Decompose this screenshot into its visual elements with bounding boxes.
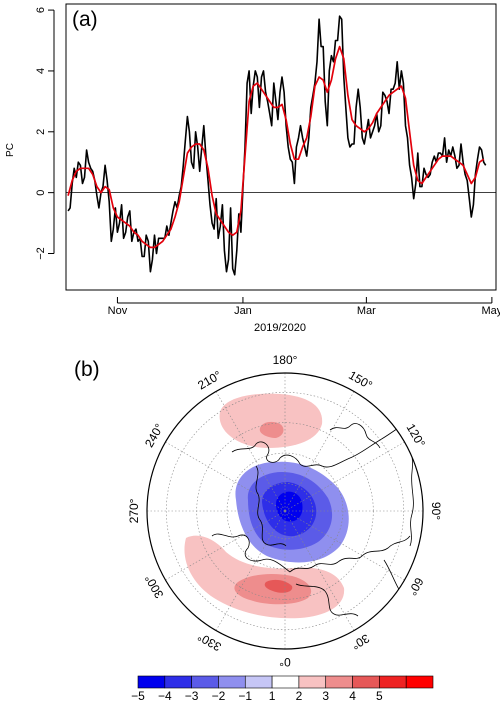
y-axis-title: PC (5, 143, 16, 157)
polar-map-panel: (b) (74, 353, 443, 669)
longitude-label: 330° (195, 629, 224, 654)
colorbar-swatch (164, 675, 192, 689)
latitude-circle (257, 483, 313, 539)
colorbar-swatch (405, 675, 434, 689)
x-tick-label: Nov (108, 305, 128, 317)
colorbar-tick-label: −5 (131, 689, 145, 703)
plot-frame (65, 3, 497, 291)
longitude-label: 60° (405, 575, 426, 598)
x-tick-label: Mar (357, 305, 376, 317)
colorbar-swatch (218, 675, 246, 689)
colorbar-swatch (325, 675, 353, 689)
longitude-label: 180° (273, 353, 298, 367)
y-tick-label: 0 (35, 190, 47, 196)
colorbar-swatch (379, 675, 407, 689)
latitude-circle (166, 392, 404, 630)
series-line-smoothed (67, 45, 485, 249)
colorbar-tick-label: −2 (212, 689, 226, 703)
colorbar: −5 −4 −3 −2 −1 1 2 3 4 5 (131, 675, 434, 703)
longitude-label: 30° (349, 631, 372, 652)
x-axis-title: 2019/2020 (254, 322, 306, 334)
colorbar-swatch (271, 675, 300, 689)
colorbar-tick-label: 4 (349, 689, 356, 703)
longitude-label: 120° (404, 421, 429, 450)
colorbar-tick-label: 2 (296, 689, 303, 703)
series-layer (67, 15, 487, 276)
colorbar-tick-label: 3 (322, 689, 329, 703)
x-axis: Nov Jan Mar May (108, 297, 500, 317)
map-boundary (146, 372, 424, 650)
longitude-label: 240° (142, 421, 167, 450)
y-tick-label: −2 (35, 247, 47, 260)
longitude-label: 300° (142, 572, 167, 601)
y-tick-label: 4 (35, 68, 47, 74)
positive-anomaly-atlantic-core (264, 579, 293, 593)
colorbar-swatch (244, 675, 273, 689)
positive-anomaly-pacific-core (259, 421, 284, 438)
series-line-daily (67, 15, 487, 276)
colorbar-swatch (352, 675, 380, 689)
y-axis: −2 0 2 4 6 (35, 7, 55, 260)
negative-anomaly-core (276, 491, 303, 522)
longitude-label: 270° (127, 498, 141, 523)
panel-a-label: (a) (72, 8, 98, 31)
colorbar-swatch (137, 675, 166, 689)
longitude-label: 150° (346, 368, 375, 393)
timeseries-panel: −2 0 2 4 6 Nov Jan Mar May (a) PC 2019/2020 (5, 3, 500, 334)
graticule (147, 373, 423, 649)
positive-anomaly-pacific (219, 393, 323, 448)
colorbar-tick-label: 1 (269, 689, 276, 703)
x-tick-label: May (481, 305, 500, 317)
colorbar-swatch (298, 675, 327, 689)
colorbar-tick-label: −3 (185, 689, 199, 703)
x-tick-label: Jan (234, 305, 252, 317)
longitude-label: 210° (195, 368, 224, 393)
map-area (147, 373, 423, 649)
longitude-label: 0° (279, 655, 291, 669)
colorbar-swatch (191, 675, 219, 689)
longitude-label: 90° (429, 502, 443, 520)
panel-b-label: (b) (74, 358, 100, 381)
colorbar-tick-label: −4 (158, 689, 172, 703)
colorbar-tick-label: −1 (238, 689, 252, 703)
y-tick-label: 6 (35, 7, 47, 13)
y-tick-label: 2 (35, 129, 47, 135)
latitude-circle (226, 452, 344, 570)
colorbar-tick-label: 5 (376, 689, 383, 703)
